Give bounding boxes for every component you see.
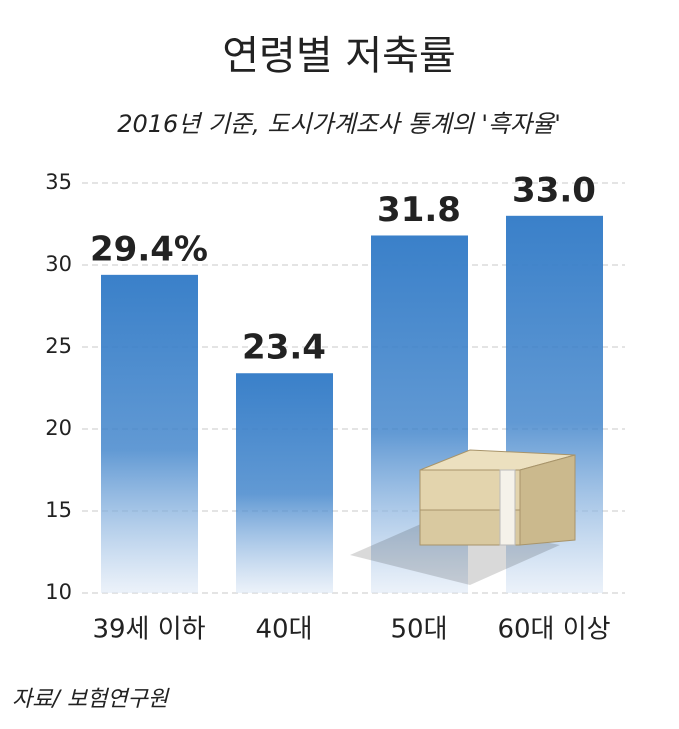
chart-title: 연령별 저축률 [222,33,456,79]
bar [101,274,198,593]
bar [236,373,333,593]
source: 자료/ 보험연구원 [12,687,170,712]
value-label: 29.4% [90,229,208,269]
y-tick-label: 15 [45,498,72,522]
money-illustration [350,449,576,585]
y-tick-label: 20 [45,416,72,440]
x-tick-label: 39세 이하 [92,615,205,645]
value-label: 33.0 [512,170,596,210]
y-tick-label: 25 [45,334,72,358]
x-tick-label: 60대 이상 [497,615,610,645]
y-tick-label: 35 [45,170,72,194]
chart-subtitle: 2016년 기준, 도시가계조사 통계의 '흑자율' [117,110,561,138]
value-label: 23.4 [242,328,326,368]
value-label: 31.8 [377,190,461,230]
x-tick-label: 50대 [390,615,447,645]
x-tick-label: 40대 [255,615,312,645]
y-tick-label: 10 [45,580,72,604]
y-tick-label: 30 [45,252,72,276]
